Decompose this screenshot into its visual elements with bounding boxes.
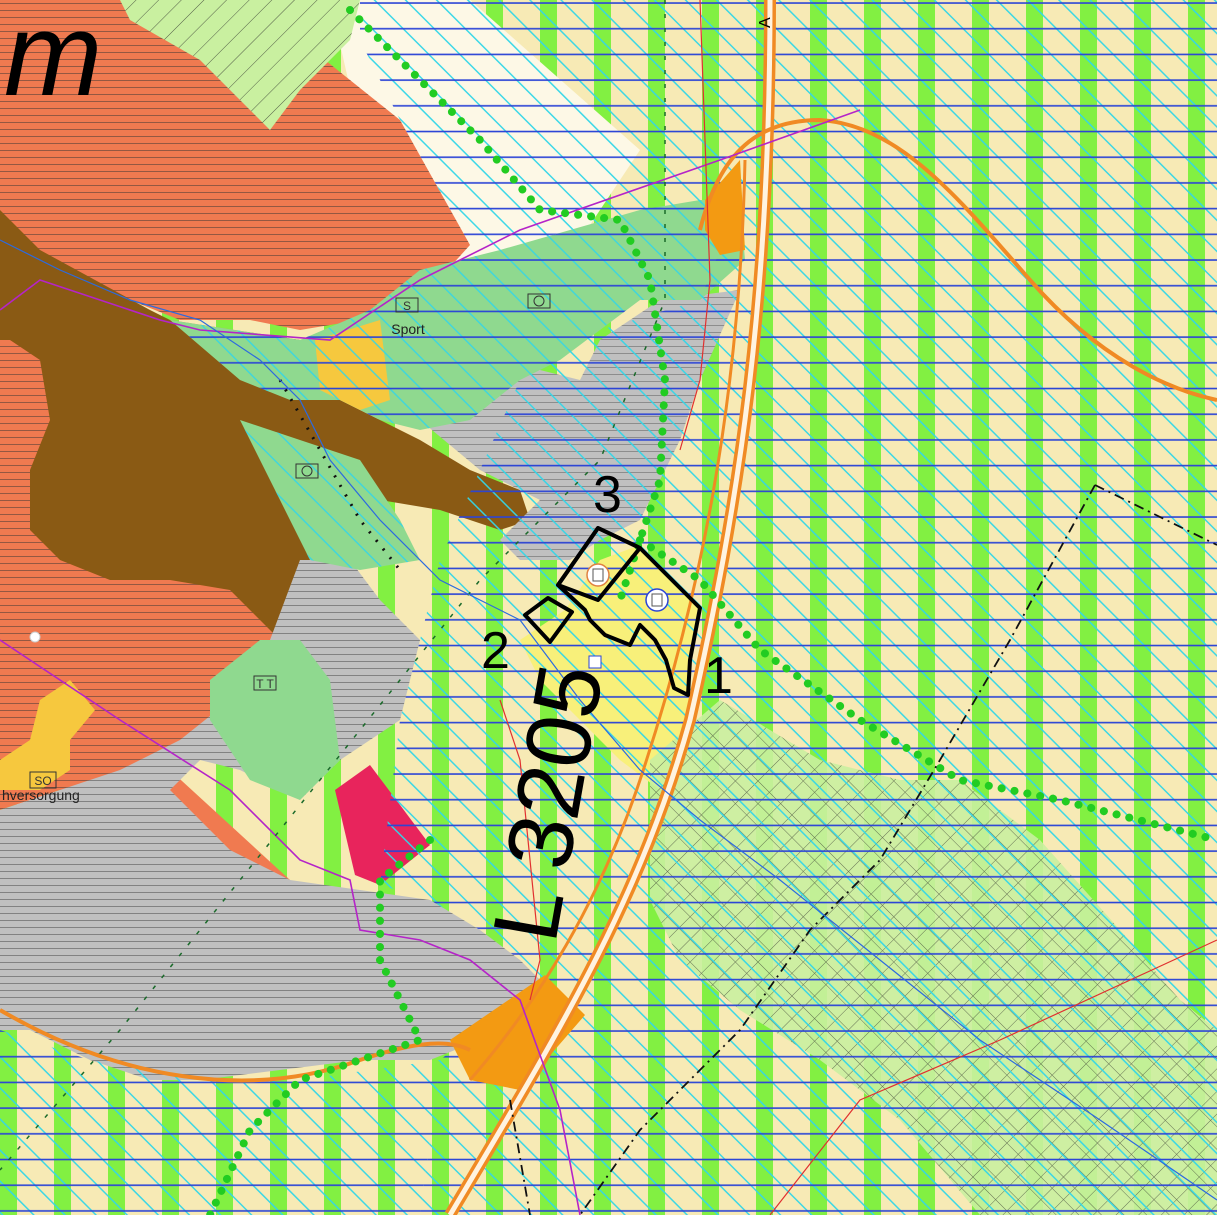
- blue-lines-overlay-3: [170, 200, 745, 430]
- o-symbol-circle: [533, 295, 545, 307]
- t-symbol-box: [253, 675, 277, 691]
- so-symbol: SO: [34, 774, 51, 788]
- so-yellow-block: [0, 680, 95, 790]
- green-dotted-boundary: [206, 6, 1217, 1215]
- blue-lines-overlay: [360, 0, 1217, 1215]
- site-number-2: 2: [481, 622, 510, 680]
- forest-brown-area: [0, 210, 530, 640]
- project-symbol-2: [645, 588, 669, 612]
- side-road-left: [468, 159, 747, 1081]
- stream-lines: [0, 239, 1217, 1201]
- purple-boundaries: [0, 109, 861, 1215]
- s-symbol-box: [395, 297, 419, 313]
- road-marker: A: [757, 17, 774, 28]
- cyan-hatch-overlay-4: [240, 420, 420, 570]
- blue-lines-overlay-2: [0, 1030, 440, 1215]
- curved-road: [698, 117, 1217, 402]
- curved-road-bottom: [0, 1008, 471, 1083]
- site-number-3: 3: [593, 466, 622, 524]
- project-symbol-1: [586, 563, 610, 587]
- orange-road-block-bottom: [450, 975, 585, 1090]
- map-symbols: S Sport T T SO hversorgung: [2, 293, 669, 803]
- white-marker: [29, 631, 41, 643]
- t-symbol: T T: [256, 677, 274, 691]
- project-outline[interactable]: [523, 526, 702, 697]
- sport-symbol: S: [403, 299, 411, 313]
- so-symbol-box: [29, 771, 57, 789]
- sport-label: Sport: [391, 321, 425, 337]
- project-symbol-1-box: [592, 568, 604, 582]
- o-symbol-box: [527, 293, 551, 309]
- crosshatch-forest-top-hatch: [120, 0, 360, 130]
- red-thin-lines: [499, 0, 1217, 1215]
- o-symbol-circle-2: [301, 465, 313, 477]
- black-dashdot-lines: [509, 484, 1217, 1215]
- o-symbol-box-2: [295, 463, 319, 479]
- project-symbol-3-box: [588, 655, 602, 669]
- project-symbol-2-box: [651, 593, 663, 607]
- orange-road-block-top: [705, 160, 745, 255]
- site-number-1: 1: [704, 647, 733, 705]
- corner-text: m: [4, 0, 102, 121]
- main-road-center: [447, 0, 773, 1215]
- versorgung-label: hversorgung: [2, 787, 80, 803]
